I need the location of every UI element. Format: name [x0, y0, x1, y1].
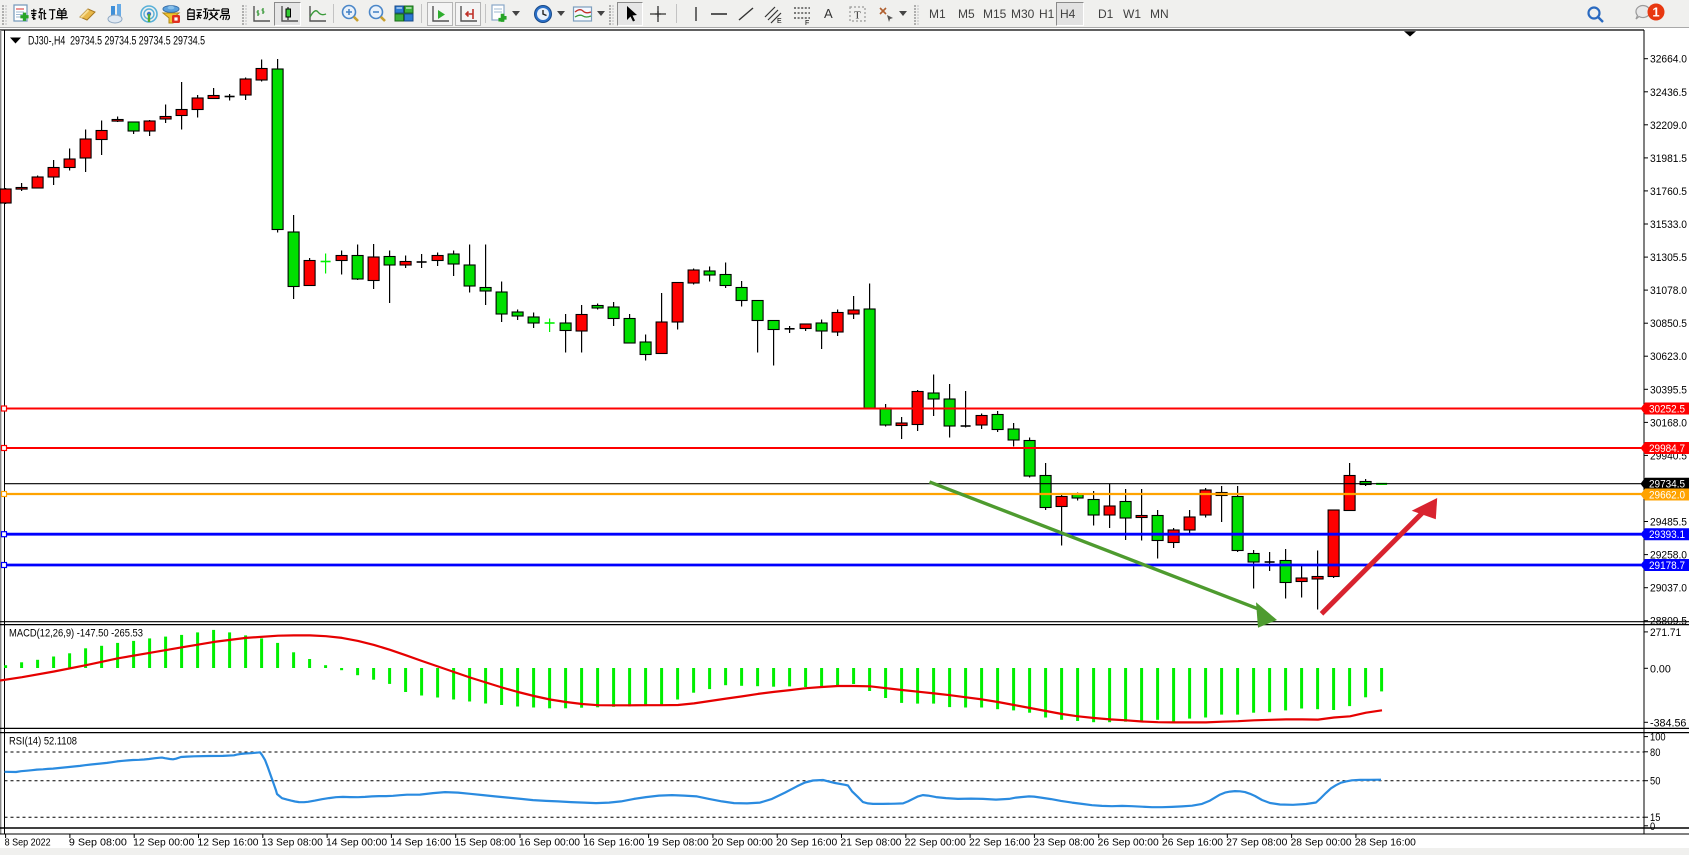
- svg-text:15: 15: [1650, 812, 1660, 824]
- svg-text:MACD(12,26,9) -147.50 -265.53: MACD(12,26,9) -147.50 -265.53: [9, 628, 143, 640]
- svg-text:13 Sep 08:00: 13 Sep 08:00: [262, 838, 323, 849]
- svg-text:28 Sep 16:00: 28 Sep 16:00: [1355, 838, 1416, 849]
- svg-text:9 Sep 08:00: 9 Sep 08:00: [69, 838, 127, 849]
- svg-text:26 Sep 16:00: 26 Sep 16:00: [1162, 838, 1223, 849]
- svg-text:31078.0: 31078.0: [1650, 285, 1687, 297]
- svg-text:31760.5: 31760.5: [1650, 186, 1687, 198]
- svg-text:1: 1: [1652, 5, 1659, 20]
- svg-text:30850.5: 30850.5: [1650, 318, 1687, 330]
- svg-text:14 Sep 00:00: 14 Sep 00:00: [326, 838, 387, 849]
- svg-text:100: 100: [1650, 732, 1666, 744]
- svg-text:12 Sep 00:00: 12 Sep 00:00: [133, 838, 194, 849]
- svg-text:29984.7: 29984.7: [1649, 443, 1685, 455]
- svg-text:29662.0: 29662.0: [1649, 490, 1685, 502]
- svg-text:31533.0: 31533.0: [1650, 219, 1687, 231]
- svg-text:22 Sep 00:00: 22 Sep 00:00: [905, 838, 966, 849]
- svg-text:20 Sep 00:00: 20 Sep 00:00: [712, 838, 773, 849]
- svg-text:29734.5: 29734.5: [1649, 479, 1685, 491]
- svg-text:28809.5: 28809.5: [1650, 616, 1687, 628]
- svg-text:DJ30-,H4 29734.5 29734.5 2973: DJ30-,H4 29734.5 29734.5 29734.5 29734.5: [28, 36, 205, 48]
- svg-text:30252.5: 30252.5: [1649, 404, 1685, 416]
- svg-text:29485.5: 29485.5: [1650, 517, 1687, 529]
- svg-text:32436.5: 32436.5: [1650, 87, 1687, 99]
- svg-text:30395.5: 30395.5: [1650, 384, 1687, 396]
- svg-text:80: 80: [1650, 747, 1660, 759]
- svg-text:8 Sep 2022: 8 Sep 2022: [5, 838, 51, 849]
- svg-text:21 Sep 08:00: 21 Sep 08:00: [841, 838, 902, 849]
- svg-text:RSI(14) 52.1108: RSI(14) 52.1108: [9, 736, 77, 748]
- svg-text:30623.0: 30623.0: [1650, 351, 1687, 363]
- svg-text:26 Sep 00:00: 26 Sep 00:00: [1098, 838, 1159, 849]
- svg-text:20 Sep 16:00: 20 Sep 16:00: [776, 838, 837, 849]
- svg-text:14 Sep 16:00: 14 Sep 16:00: [390, 838, 451, 849]
- svg-text:-384.56: -384.56: [1650, 717, 1686, 729]
- svg-text:30168.0: 30168.0: [1650, 417, 1687, 429]
- svg-text:0: 0: [1650, 821, 1655, 833]
- svg-text:31305.5: 31305.5: [1650, 252, 1687, 264]
- svg-text:22 Sep 16:00: 22 Sep 16:00: [969, 838, 1030, 849]
- svg-text:29178.7: 29178.7: [1649, 560, 1685, 572]
- svg-text:16 Sep 16:00: 16 Sep 16:00: [583, 838, 644, 849]
- svg-text:50: 50: [1650, 776, 1660, 788]
- svg-text:0.00: 0.00: [1650, 663, 1671, 675]
- svg-text:29258.0: 29258.0: [1650, 550, 1687, 562]
- svg-text:15 Sep 08:00: 15 Sep 08:00: [455, 838, 516, 849]
- svg-text:29037.0: 29037.0: [1650, 583, 1687, 595]
- svg-text:F: F: [805, 20, 809, 27]
- svg-text:28 Sep 00:00: 28 Sep 00:00: [1291, 838, 1352, 849]
- svg-text:271.71: 271.71: [1650, 627, 1681, 639]
- svg-text:12 Sep 16:00: 12 Sep 16:00: [198, 838, 259, 849]
- svg-text:E: E: [777, 18, 782, 25]
- svg-text:31981.5: 31981.5: [1650, 153, 1687, 165]
- svg-text:32664.0: 32664.0: [1650, 54, 1687, 66]
- svg-text:T: T: [854, 10, 861, 22]
- svg-text:29393.1: 29393.1: [1649, 529, 1685, 541]
- svg-text:32209.0: 32209.0: [1650, 120, 1687, 132]
- svg-text:23 Sep 08:00: 23 Sep 08:00: [1033, 838, 1094, 849]
- svg-text:16 Sep 00:00: 16 Sep 00:00: [519, 838, 580, 849]
- svg-text:19 Sep 08:00: 19 Sep 08:00: [648, 838, 709, 849]
- svg-text:27 Sep 08:00: 27 Sep 08:00: [1226, 838, 1287, 849]
